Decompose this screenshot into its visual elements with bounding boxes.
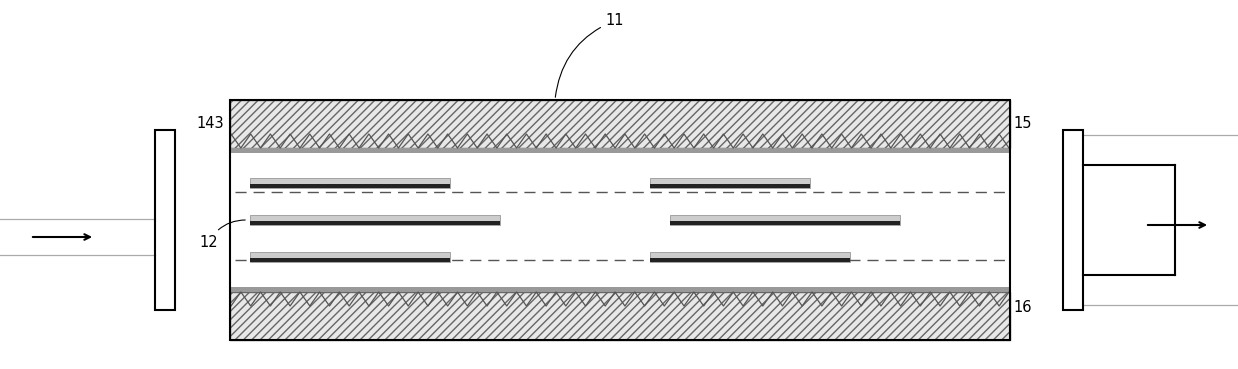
Bar: [670, 221, 900, 225]
Bar: [230, 100, 1010, 340]
Bar: [250, 252, 449, 262]
Bar: [250, 215, 500, 225]
Text: 15: 15: [1013, 115, 1031, 131]
Text: 11: 11: [556, 13, 624, 97]
Bar: [230, 148, 1010, 153]
Bar: [250, 258, 449, 262]
Bar: [230, 292, 1010, 340]
Bar: [250, 178, 449, 188]
Text: 143: 143: [197, 115, 224, 131]
Bar: [650, 258, 851, 262]
Text: 16: 16: [1013, 300, 1031, 315]
Bar: [1063, 130, 1083, 310]
Bar: [230, 287, 1010, 292]
Bar: [650, 252, 851, 262]
Text: 12: 12: [199, 220, 245, 249]
Bar: [650, 178, 810, 188]
Bar: [670, 215, 900, 225]
Bar: [250, 221, 500, 225]
Bar: [650, 184, 810, 188]
Bar: [250, 184, 449, 188]
Bar: [230, 100, 1010, 148]
Bar: [155, 130, 175, 310]
